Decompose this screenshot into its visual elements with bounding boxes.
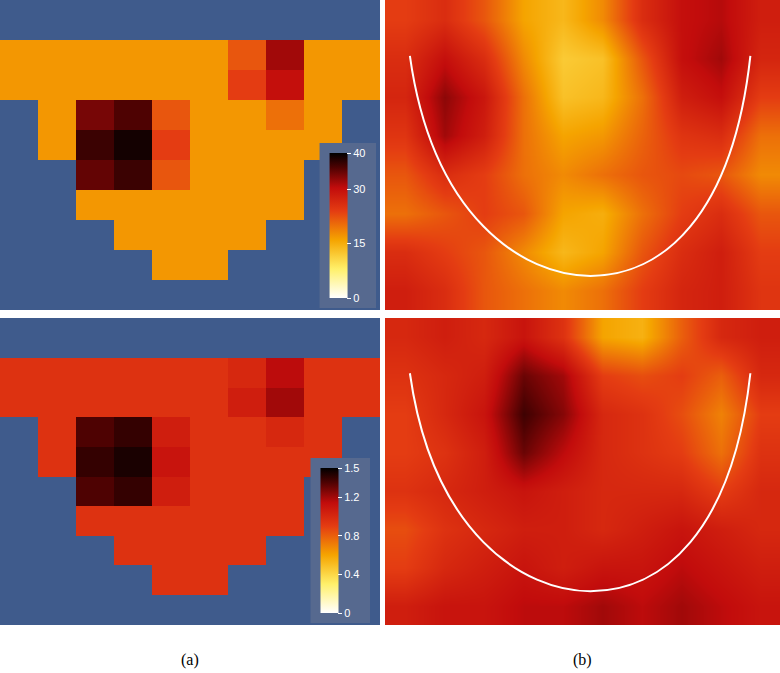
svg-text:15: 15 [353, 237, 365, 249]
svg-text:(b): (b) [573, 651, 592, 669]
svg-text:30: 30 [353, 183, 365, 195]
svg-text:0: 0 [344, 607, 350, 619]
svg-text:0.4: 0.4 [344, 568, 359, 580]
svg-text:1.5: 1.5 [344, 462, 359, 474]
svg-text:0.8: 0.8 [344, 530, 359, 542]
svg-text:0: 0 [353, 292, 359, 304]
svg-text:(a): (a) [181, 651, 199, 669]
svg-text:1.2: 1.2 [344, 491, 359, 503]
svg-text:40: 40 [353, 147, 365, 159]
